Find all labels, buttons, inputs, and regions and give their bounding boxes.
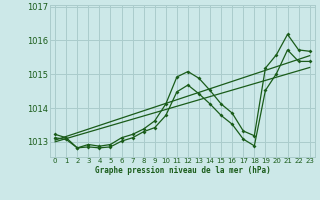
X-axis label: Graphe pression niveau de la mer (hPa): Graphe pression niveau de la mer (hPa) (94, 166, 270, 175)
